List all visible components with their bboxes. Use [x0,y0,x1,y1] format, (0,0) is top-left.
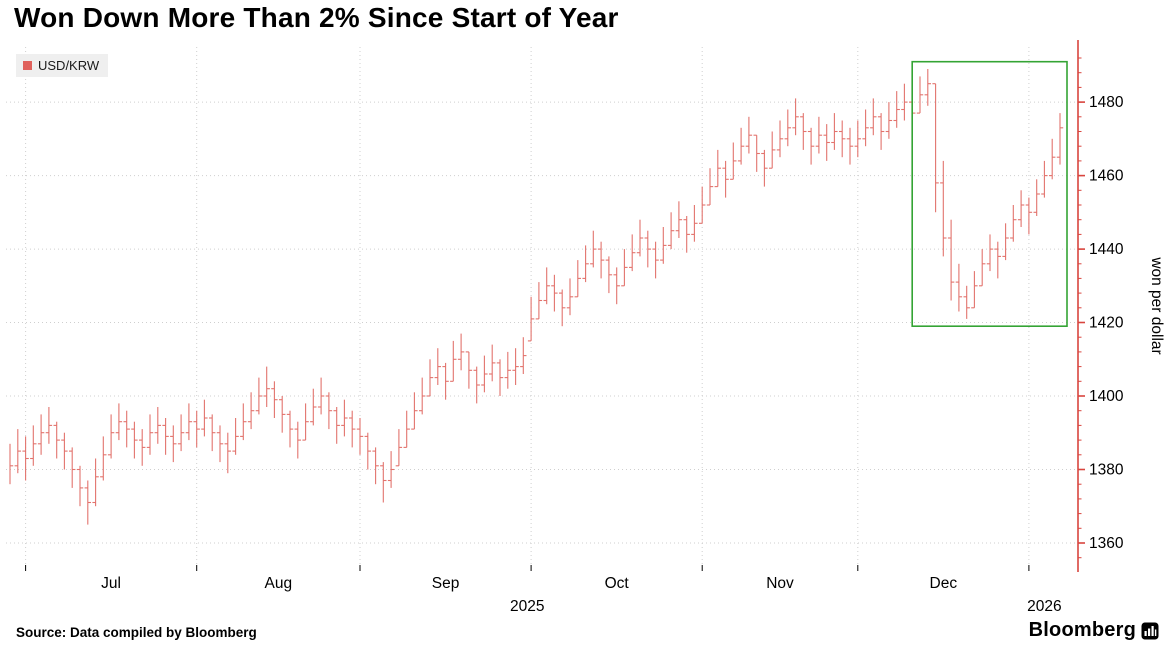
svg-text:1440: 1440 [1089,241,1124,258]
x-axis: Jul Aug Sep Oct Nov Dec 2025 2026 [25,565,1062,615]
svg-text:2026: 2026 [1027,598,1061,615]
svg-text:1380: 1380 [1089,462,1124,479]
price-bars [9,69,1064,525]
svg-text:Nov: Nov [766,575,794,592]
svg-text:Dec: Dec [930,575,958,592]
svg-text:1480: 1480 [1089,94,1124,111]
chart-title: Won Down More Than 2% Since Start of Yea… [14,2,619,33]
bloomberg-brand: Bloomberg [1029,619,1159,642]
legend-label: USD/KRW [38,58,100,73]
v-gridlines [25,47,1030,565]
svg-text:Oct: Oct [605,575,630,592]
bloomberg-logo-icon [1141,622,1159,639]
svg-text:Aug: Aug [265,575,293,592]
highlight-annotation-box [911,60,1068,328]
y-axis: 1360 1380 1400 1420 1440 1460 1480 [1077,40,1124,572]
svg-text:1420: 1420 [1089,315,1124,332]
svg-text:Sep: Sep [432,575,460,592]
svg-text:1400: 1400 [1089,388,1124,405]
svg-text:1360: 1360 [1089,535,1124,552]
svg-text:Jul: Jul [101,575,121,592]
y-axis-title: won per dollar [1148,256,1165,354]
legend: USD/KRW [16,54,109,77]
legend-swatch-icon [23,61,32,70]
source-note: Source: Data compiled by Bloomberg [16,625,257,640]
bloomberg-wordmark: Bloomberg [1028,619,1136,641]
svg-text:1460: 1460 [1089,168,1124,185]
svg-text:2025: 2025 [510,598,544,615]
h-gridlines [6,101,1078,544]
